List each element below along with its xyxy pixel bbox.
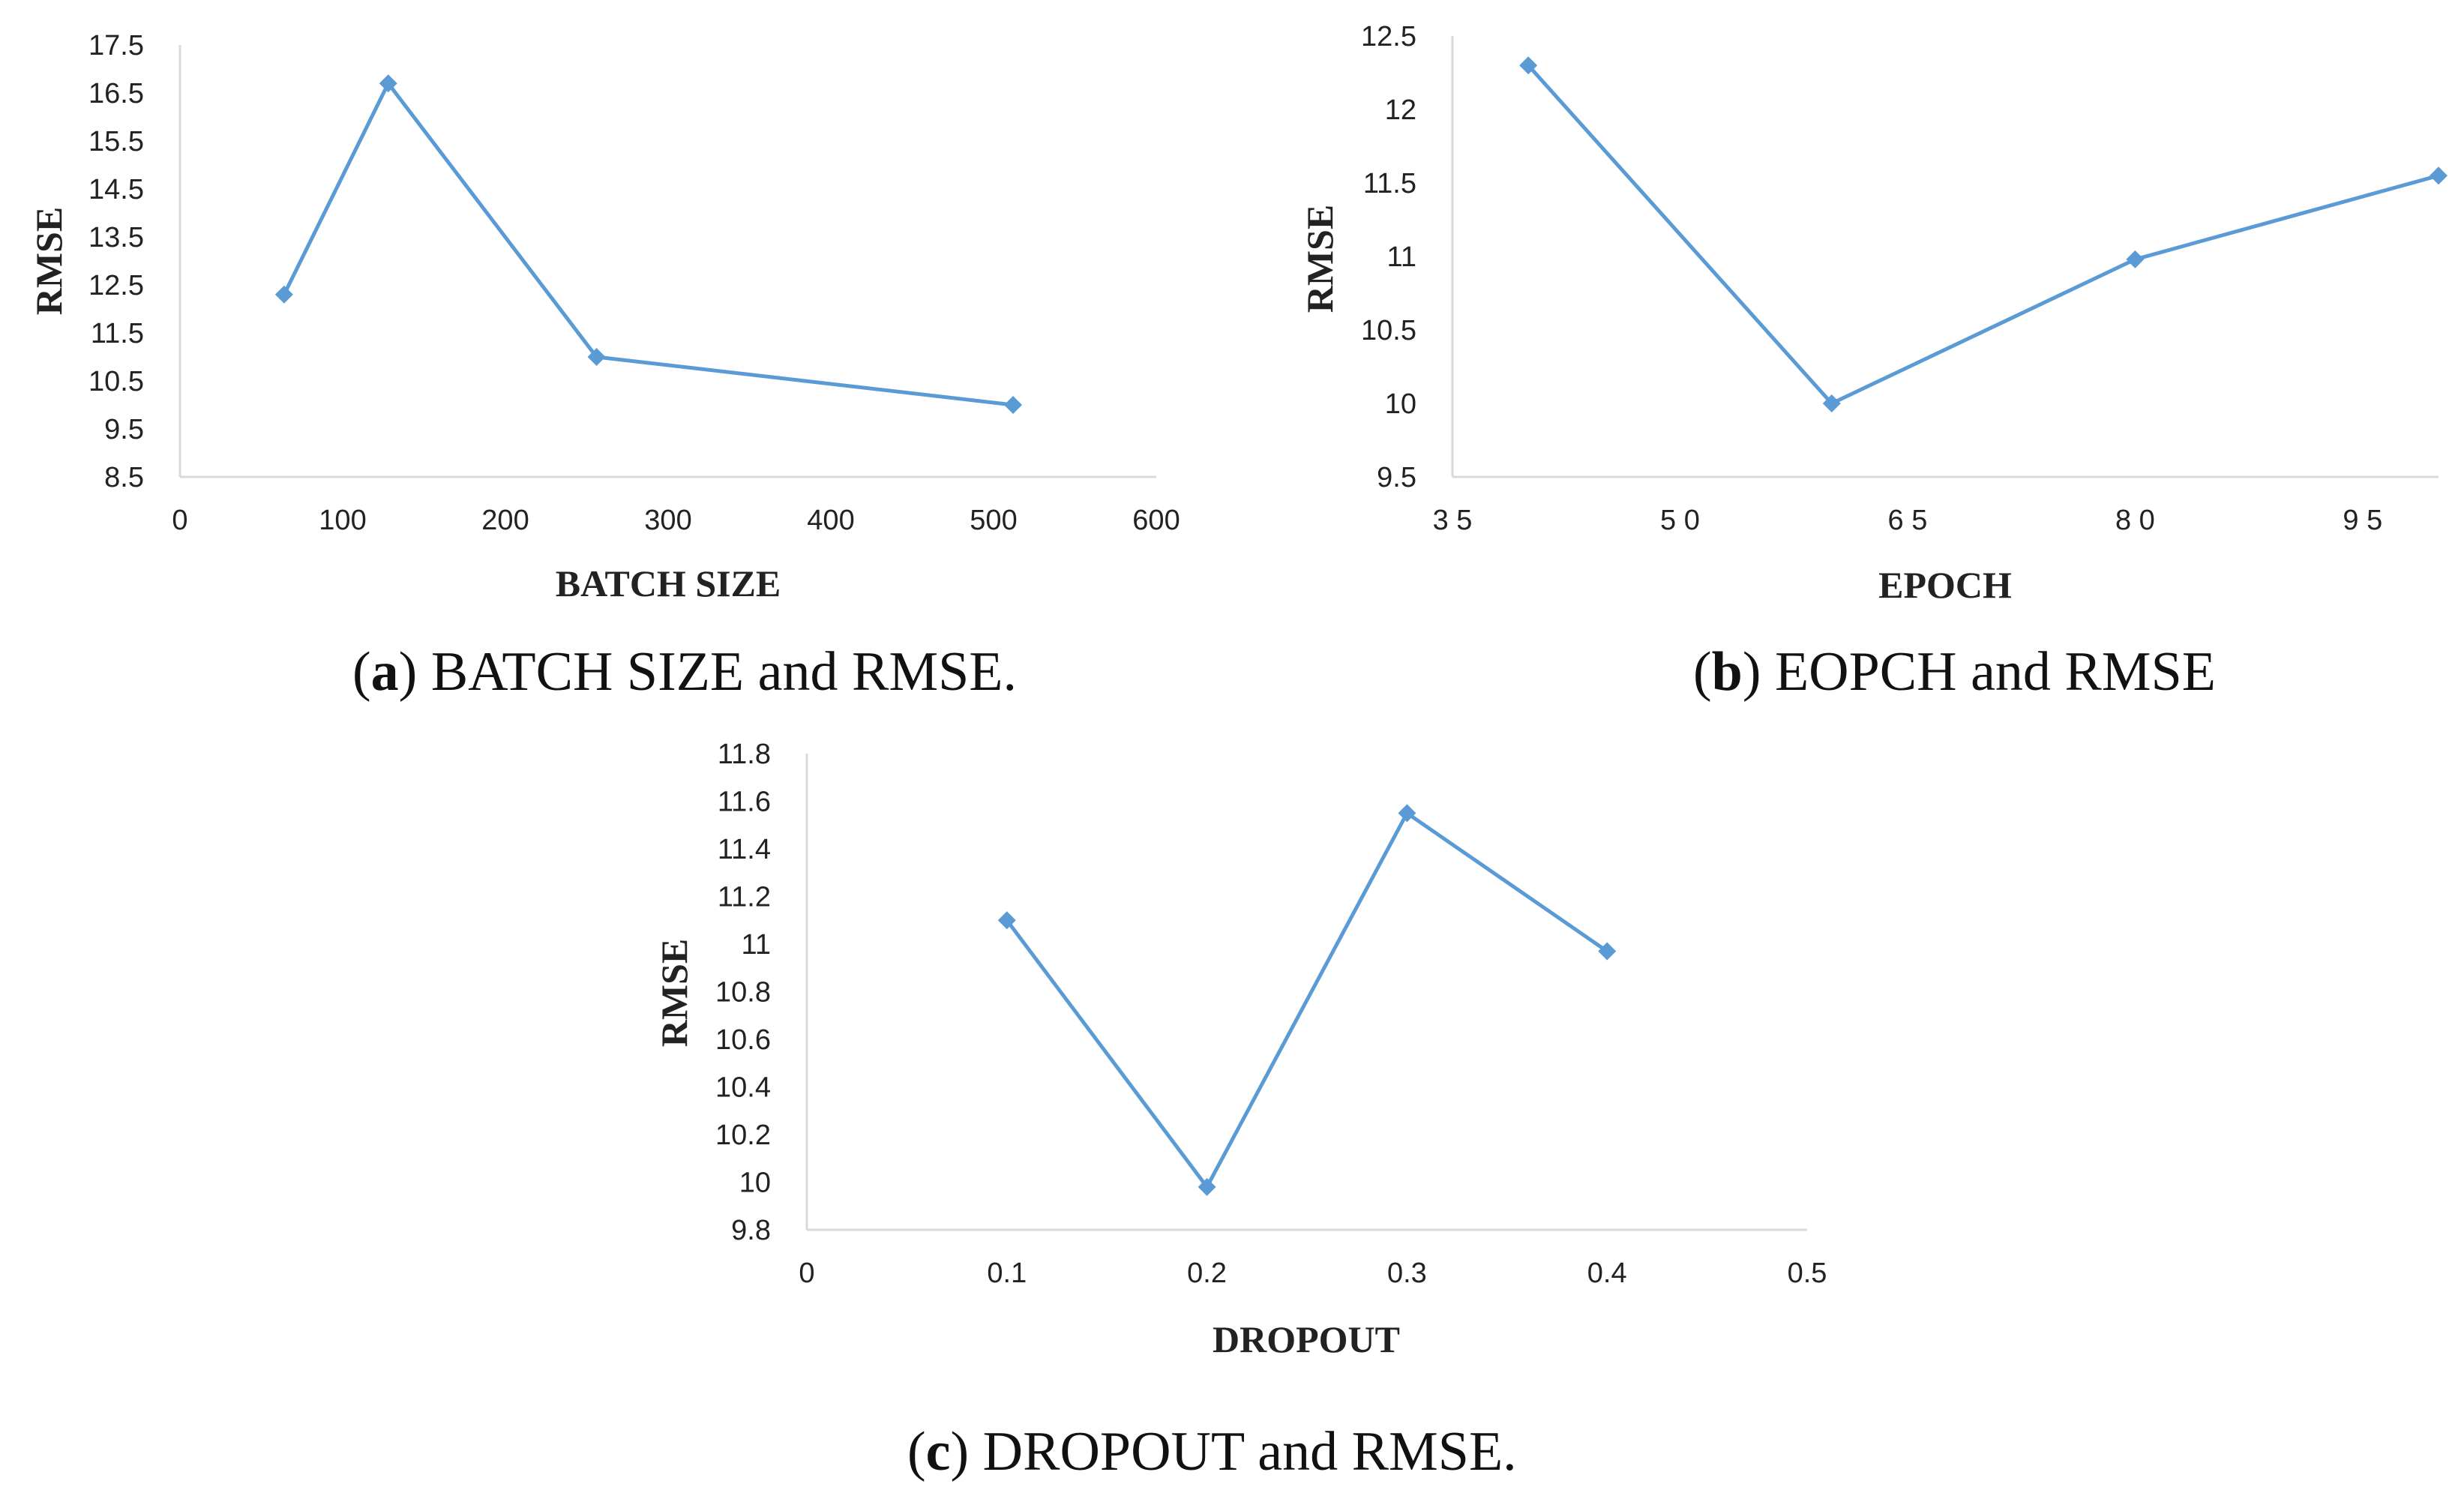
series-line: [282, 81, 1014, 407]
y-axis-label: RMSE: [653, 939, 695, 1047]
x-tick-label: 200: [481, 505, 529, 536]
caption-text: DROPOUT and RMSE.: [969, 1421, 1517, 1483]
y-tick-label: 9.5: [1377, 462, 1416, 493]
x-tick-label: 0.5: [1788, 1258, 1827, 1289]
x-tick-label: 0: [799, 1258, 814, 1289]
data-point-marker: [587, 348, 606, 366]
y-tick-label: 11.6: [718, 787, 771, 818]
y-tick-label: 17.5: [88, 30, 144, 61]
y-tick-label: 11.5: [91, 318, 144, 349]
chart-panel-epoch: 9.5 10 10.5 11 11.5 12 12.5 3 5 5 0 6 5 8 0 9 5 EP…: [1299, 21, 2448, 703]
caption-c: (c) DROPOUT and RMSE.: [907, 1421, 1517, 1483]
caption-text: BATCH SIZE and RMSE.: [417, 641, 1017, 703]
x-tick-label: 0: [172, 505, 187, 536]
x-tick-label: 6 5: [1888, 505, 1928, 536]
y-tick-label: 10.6: [715, 1024, 771, 1056]
x-tick-label: 0.4: [1587, 1258, 1627, 1289]
x-tick-label: 300: [644, 505, 691, 536]
y-tick-label: 12: [1385, 94, 1416, 126]
series-line: [1527, 64, 2439, 406]
y-axis-label: RMSE: [1299, 205, 1341, 313]
y-tick-label: 10.8: [715, 977, 771, 1009]
y-tick-label: 12.5: [1361, 21, 1416, 52]
y-tick-label: 9.8: [731, 1215, 771, 1246]
x-tick-label: 5 0: [1660, 505, 1700, 536]
chart-panel-batch-size: 8.5 9.5 10.5 11.5 12.5 13.5 14.5 15.5 16.5 17.5 0…: [28, 30, 1180, 703]
y-tick-label: 11.2: [718, 882, 771, 913]
series-line: [1005, 811, 1608, 1189]
caption-letter: b: [1712, 641, 1743, 703]
data-point-marker: [1598, 942, 1617, 961]
x-axis-label: BATCH SIZE: [556, 562, 781, 604]
y-tick-label: 15.5: [88, 126, 144, 157]
caption-letter: a: [371, 641, 399, 703]
data-point-marker: [2126, 250, 2145, 268]
x-tick-label: 0.3: [1387, 1258, 1427, 1289]
x-tick-label: 600: [1132, 505, 1180, 536]
chart-panel-dropout: 9.81010.210.410.610.81111.211.411.611.8 …: [653, 739, 1827, 1483]
data-point-marker: [1398, 804, 1416, 823]
data-point-marker: [997, 911, 1016, 930]
x-axis-label: EPOCH: [1878, 564, 2012, 606]
y-tick-label: 14.5: [88, 174, 144, 205]
caption-letter: c: [926, 1421, 951, 1483]
y-tick-label: 10.5: [88, 366, 144, 397]
caption-a: (a) BATCH SIZE and RMSE.: [352, 641, 1017, 703]
y-tick-label: 11: [1387, 241, 1416, 273]
x-tick-label: 100: [319, 505, 366, 536]
data-point-marker: [1198, 1177, 1216, 1196]
x-tick-label: 8 0: [2115, 505, 2155, 536]
y-tick-label: 10.2: [715, 1120, 771, 1151]
y-tick-label: 10.4: [715, 1072, 771, 1104]
x-axis-label: DROPOUT: [1213, 1318, 1400, 1360]
data-point-marker: [1822, 394, 1841, 412]
y-axis-label: RMSE: [28, 207, 70, 315]
x-tick-label: 0.2: [1187, 1258, 1227, 1289]
caption-b: (b) EOPCH and RMSE: [1693, 641, 2216, 703]
y-tick-label: 11.8: [718, 739, 771, 770]
y-tick-label: 11.4: [718, 834, 771, 865]
y-tick-label: 10.5: [1361, 315, 1416, 346]
data-point-marker: [1519, 56, 1538, 75]
data-point-marker: [274, 285, 293, 304]
y-tick-label: 11.5: [1363, 168, 1416, 199]
x-tick-label: 500: [970, 505, 1017, 536]
y-tick-label: 10: [1385, 388, 1416, 420]
x-tick-label: 400: [807, 505, 854, 536]
y-tick-label: 12.5: [88, 270, 144, 301]
data-point-marker: [1004, 396, 1023, 414]
data-point-marker: [379, 74, 397, 93]
y-tick-label: 13.5: [88, 222, 144, 253]
y-tick-label: 11: [742, 929, 771, 961]
y-tick-label: 16.5: [88, 78, 144, 109]
y-tick-label: 10: [739, 1168, 771, 1199]
y-tick-label: 9.5: [104, 414, 144, 445]
y-tick-label: 8.5: [104, 462, 144, 493]
x-tick-label: 0.1: [987, 1258, 1027, 1289]
x-tick-label: 3 5: [1433, 505, 1473, 536]
caption-text: EOPCH and RMSE: [1761, 641, 2215, 703]
x-tick-label: 9 5: [2343, 505, 2382, 536]
data-point-marker: [2430, 166, 2448, 185]
